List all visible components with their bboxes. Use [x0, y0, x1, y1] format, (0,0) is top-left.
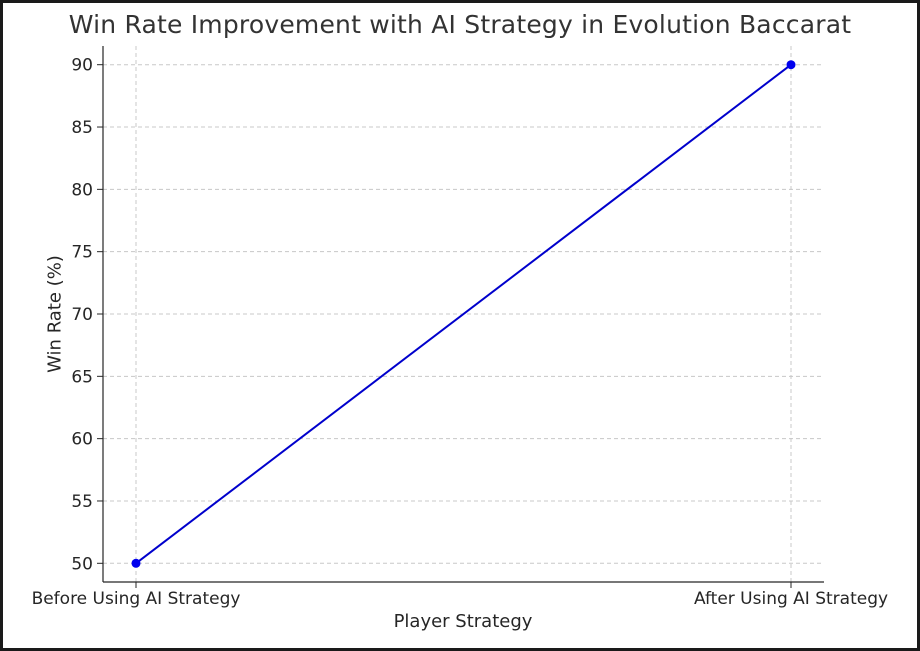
x-axis-label: Player Strategy	[393, 611, 533, 632]
y-tick-label: 80	[71, 180, 93, 200]
data-point	[131, 558, 141, 568]
y-axis-label: Win Rate (%)	[44, 255, 66, 373]
y-tick-label: 50	[71, 554, 93, 574]
y-tick-label: 70	[71, 305, 93, 325]
axes	[97, 46, 824, 588]
grid-lines	[103, 46, 824, 582]
series-layer	[131, 60, 796, 568]
y-tick-label: 85	[71, 118, 93, 138]
data-point	[786, 60, 796, 70]
x-tick-label: After Using AI Strategy	[694, 589, 888, 609]
y-tick-label: 65	[71, 367, 93, 387]
y-tick-label: 55	[71, 492, 93, 512]
chart-title: Win Rate Improvement with AI Strategy in…	[68, 10, 852, 39]
series-line	[135, 63, 792, 565]
y-tick-label: 75	[71, 243, 93, 263]
tick-labels: 50 55 60 65 70 75 80 85 90 Before Using AI Strate…	[32, 56, 888, 609]
y-tick-label: 60	[71, 430, 93, 450]
x-tick-label: Before Using AI Strategy	[32, 589, 241, 609]
y-tick-label: 90	[71, 56, 93, 76]
